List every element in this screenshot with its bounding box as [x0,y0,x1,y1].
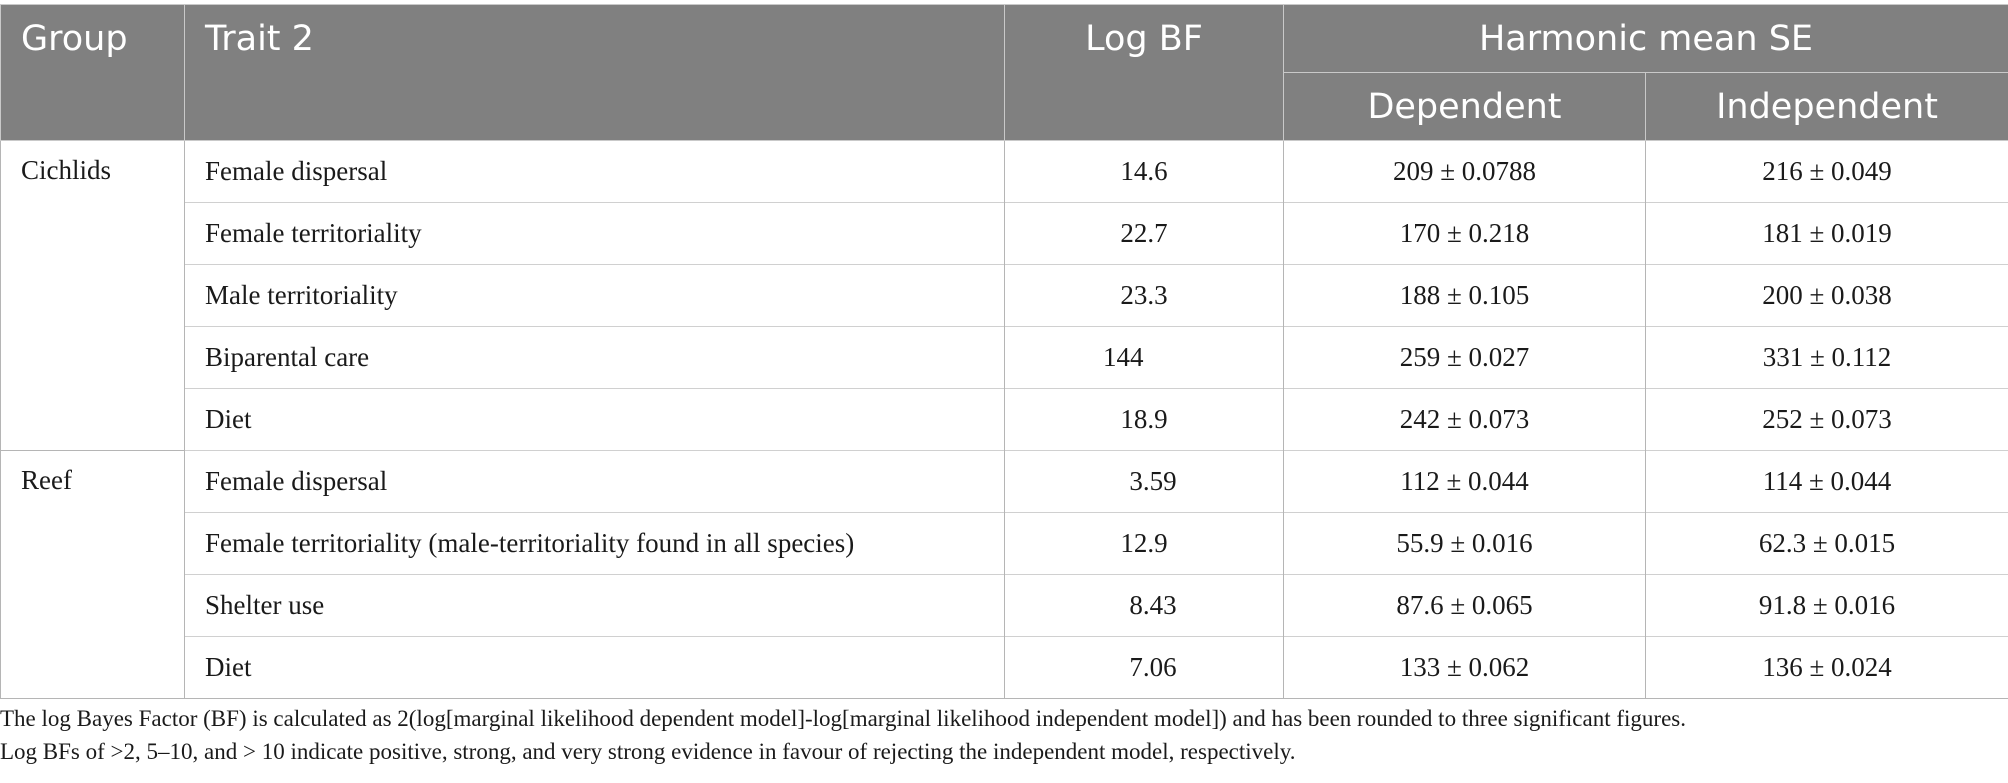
dependent-cell: 87.6 ± 0.065 [1283,574,1646,637]
independent-cell: 114 ± 0.044 [1644,450,2008,513]
dependent-cell: 112 ± 0.044 [1283,450,1646,513]
table-row: Shelter use 8.43 87.6 ± 0.065 91.8 ± 0.0… [1,574,2008,637]
header-independent: Independent [1644,72,2008,141]
results-table-container: Group Trait 2 Log BF Harmonic mean SE De… [0,4,2008,699]
independent-cell: 62.3 ± 0.015 [1644,512,2008,575]
header-trait: Trait 2 [184,4,1005,141]
log-bf-cell: 18.9 [1004,388,1284,451]
log-bf-cell: 23.3 [1004,264,1284,327]
group-cell: Cichlids [0,140,185,451]
log-bf-cell: 144 [1004,326,1284,389]
log-bf-cell: 3.59 [1004,450,1284,513]
footnote-line-1: The log Bayes Factor (BF) is calculated … [0,706,1686,731]
dependent-cell: 242 ± 0.073 [1283,388,1646,451]
dependent-cell: 55.9 ± 0.016 [1283,512,1646,575]
results-table: Group Trait 2 Log BF Harmonic mean SE De… [0,4,2008,699]
table-row: Reef Female dispersal 3.59 112 ± 0.044 1… [0,450,2008,699]
table-footnote: The log Bayes Factor (BF) is calculated … [0,702,2000,768]
header-group: Group [0,4,185,141]
independent-cell: 181 ± 0.019 [1644,202,2008,265]
independent-cell: 136 ± 0.024 [1644,636,2008,699]
dependent-cell: 259 ± 0.027 [1283,326,1646,389]
trait-cell: Biparental care [184,326,1005,389]
trait-cell: Female territoriality (male-territoriali… [184,512,1005,575]
table-row: Cichlids Female dispersal 14.6 209 ± 0.0… [0,140,2008,451]
table-row: Biparental care 144 259 ± 0.027 331 ± 0.… [1,326,2008,389]
log-bf-cell: 12.9 [1004,512,1284,575]
independent-cell: 216 ± 0.049 [1644,140,2008,203]
log-bf-cell: 14.6 [1004,140,1284,203]
log-bf-cell: 7.06 [1004,636,1284,699]
table-row: Diet 7.06 133 ± 0.062 136 ± 0.024 [1,636,2008,699]
trait-cell: Male territoriality [184,264,1005,327]
table-row: Diet 18.9 242 ± 0.073 252 ± 0.073 [1,388,2008,451]
table-header: Group Trait 2 Log BF Harmonic mean SE De… [0,4,2008,141]
table-row: Female territoriality 22.7 170 ± 0.218 1… [1,202,2008,265]
header-harmonic-mean-se: Harmonic mean SE [1282,4,2008,73]
independent-cell: 252 ± 0.073 [1644,388,2008,451]
trait-cell: Female dispersal [184,450,1005,513]
trait-cell: Female territoriality [184,202,1005,265]
trait-cell: Diet [184,636,1005,699]
independent-cell: 200 ± 0.038 [1644,264,2008,327]
header-dependent: Dependent [1283,72,1646,141]
independent-cell: 91.8 ± 0.016 [1644,574,2008,637]
independent-cell: 331 ± 0.112 [1644,326,2008,389]
dependent-cell: 170 ± 0.218 [1283,202,1646,265]
table-row: Male territoriality 23.3 188 ± 0.105 200… [1,264,2008,327]
dependent-cell: 133 ± 0.062 [1283,636,1646,699]
log-bf-cell: 22.7 [1004,202,1284,265]
table-body: Cichlids Female dispersal 14.6 209 ± 0.0… [0,140,2008,699]
dependent-cell: 188 ± 0.105 [1283,264,1646,327]
trait-cell: Female dispersal [184,140,1005,203]
header-log-bf: Log BF [1004,4,1284,141]
trait-cell: Diet [184,388,1005,451]
dependent-cell: 209 ± 0.0788 [1283,140,1646,203]
group-cell: Reef [0,450,185,699]
log-bf-cell: 8.43 [1004,574,1284,637]
footnote-line-2: Log BFs of >2, 5–10, and > 10 indicate p… [0,739,1296,764]
trait-cell: Shelter use [184,574,1005,637]
table-row: Female territoriality (male-territoriali… [1,512,2008,575]
